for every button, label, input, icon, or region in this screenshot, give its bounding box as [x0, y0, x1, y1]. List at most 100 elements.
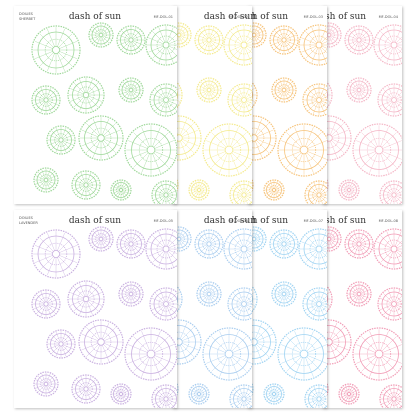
doily-ring — [322, 376, 329, 402]
doily-spoke — [394, 102, 401, 115]
doily-spoke — [349, 190, 356, 197]
doily-spoke — [151, 93, 164, 100]
doily-spoke — [166, 251, 174, 267]
doily-ring — [172, 376, 179, 402]
doily-spoke — [230, 153, 239, 173]
doily-spoke — [232, 151, 252, 160]
doily-spoke — [203, 27, 209, 39]
doily-spoke — [118, 34, 130, 40]
doily-spoke — [153, 356, 169, 372]
doily-spoke — [394, 306, 401, 319]
doily-spoke — [39, 52, 54, 67]
doily-spoke — [102, 118, 110, 136]
doily-spoke — [121, 245, 130, 254]
doily-spoke — [158, 251, 166, 267]
doily-spoke — [349, 394, 356, 401]
doily-spoke — [245, 399, 252, 403]
doily-ring — [322, 115, 352, 161]
doily-spoke — [279, 283, 284, 293]
doily-spoke — [79, 301, 86, 315]
doily-spoke — [210, 91, 218, 99]
doily-spoke — [112, 390, 120, 394]
doily-spoke — [92, 118, 100, 136]
product-code: MF-DOL-08 — [379, 219, 398, 223]
doily-spoke — [198, 294, 208, 299]
doily-spoke — [350, 81, 358, 89]
doily-spoke — [131, 283, 136, 293]
doily-spoke — [396, 300, 402, 304]
doily-spoke — [321, 45, 327, 49]
doily-ring — [78, 115, 124, 161]
doily-spoke — [61, 127, 67, 139]
doily-spoke — [274, 181, 278, 189]
doily-ring — [116, 25, 146, 55]
doily-spoke — [342, 183, 349, 190]
doily-spoke — [87, 185, 99, 191]
doily-spoke — [271, 238, 283, 244]
doily-ring — [172, 22, 192, 48]
doily-spoke — [274, 190, 281, 197]
doily-spoke — [274, 30, 283, 39]
doily-spoke — [237, 306, 244, 319]
doily-spoke — [395, 91, 402, 99]
doily-spoke — [380, 331, 389, 351]
product-code: MF-DOL-06 — [229, 219, 248, 223]
doily-spoke — [125, 245, 131, 257]
doily-spoke — [395, 186, 402, 194]
doily-spoke — [166, 102, 173, 115]
doily-spoke — [206, 355, 226, 364]
doily-spoke — [265, 186, 273, 190]
doily-ring — [31, 229, 81, 279]
doily-spoke — [395, 196, 402, 204]
doily-spoke — [81, 333, 99, 341]
doily-spoke — [383, 305, 393, 315]
doily-spoke — [62, 134, 74, 140]
doily-spoke — [167, 399, 177, 404]
doily-spoke — [278, 27, 284, 39]
doily-spoke — [329, 228, 334, 238]
doily-spoke — [58, 52, 73, 67]
doily-spoke — [330, 36, 338, 44]
doily-spoke — [120, 90, 130, 95]
doily-spoke — [387, 85, 394, 98]
doily-spoke — [319, 386, 325, 398]
doily-ring — [344, 25, 374, 55]
doilies — [31, 22, 177, 204]
doily-spoke — [180, 30, 190, 35]
doily-spoke — [267, 183, 274, 190]
doily-spoke — [275, 186, 283, 190]
doily-spoke — [254, 24, 259, 34]
doily-spoke — [294, 357, 303, 377]
doily-spoke — [237, 85, 244, 98]
doily-ring — [118, 281, 144, 307]
doily-spoke — [226, 249, 242, 257]
doily-spoke — [369, 127, 378, 147]
doily-spoke — [167, 89, 177, 99]
doily-spoke — [231, 152, 247, 168]
doily-spoke — [273, 90, 283, 95]
doily-spoke — [181, 129, 199, 137]
doily-spoke — [309, 185, 318, 194]
doily-spoke — [59, 255, 78, 263]
doily-spoke — [255, 140, 263, 158]
doily-spoke — [320, 186, 327, 194]
doily-spoke — [158, 231, 166, 247]
doily-spoke — [234, 400, 243, 408]
doily-spoke — [273, 294, 283, 299]
doily-spoke — [102, 30, 112, 35]
doily-spoke — [47, 94, 59, 100]
doily-spoke — [204, 283, 209, 293]
doily-spoke — [37, 375, 45, 383]
doily-spoke — [284, 41, 290, 53]
doily-spoke — [199, 387, 206, 394]
doily-spoke — [160, 386, 166, 398]
doily-spoke — [46, 87, 52, 99]
doilies — [322, 226, 402, 408]
doily-spoke — [103, 123, 116, 136]
doily-ring — [172, 78, 183, 112]
doily-spoke — [47, 257, 55, 276]
doily-spoke — [120, 85, 130, 90]
doily-spoke — [200, 285, 208, 293]
doily-spoke — [345, 385, 349, 393]
doily-spoke — [245, 91, 252, 99]
